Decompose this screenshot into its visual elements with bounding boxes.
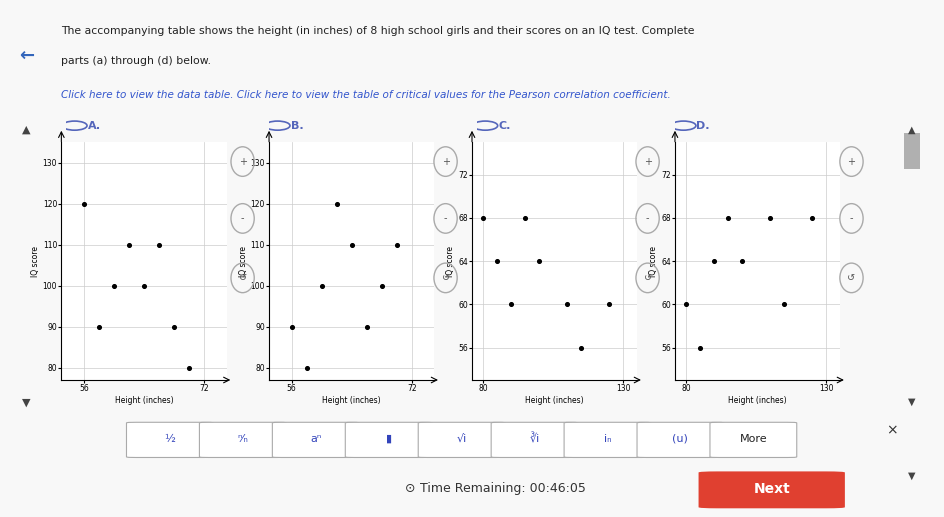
Text: ×: × bbox=[885, 424, 898, 438]
Point bbox=[107, 282, 122, 290]
Point bbox=[122, 240, 137, 249]
Point bbox=[299, 363, 314, 372]
X-axis label: Height (inches): Height (inches) bbox=[114, 396, 174, 405]
Text: ▼: ▼ bbox=[908, 397, 916, 407]
Point bbox=[693, 343, 708, 352]
Text: Next: Next bbox=[753, 482, 790, 496]
Text: ½: ½ bbox=[164, 434, 176, 444]
Text: (u): (u) bbox=[672, 434, 688, 444]
Text: ⊙: ⊙ bbox=[405, 482, 415, 495]
FancyBboxPatch shape bbox=[199, 422, 286, 458]
Y-axis label: IQ score: IQ score bbox=[447, 246, 455, 277]
X-axis label: Height (inches): Height (inches) bbox=[728, 396, 787, 405]
Text: ▼: ▼ bbox=[908, 471, 916, 481]
Point bbox=[166, 323, 181, 331]
Text: √i: √i bbox=[457, 434, 466, 444]
Text: iₙ: iₙ bbox=[603, 434, 612, 444]
Point bbox=[314, 282, 329, 290]
Point bbox=[76, 200, 92, 208]
Point bbox=[329, 200, 345, 208]
Text: ▲: ▲ bbox=[908, 124, 916, 134]
Point bbox=[804, 214, 819, 222]
Point bbox=[707, 257, 722, 265]
Text: Click here to view the data table. Click here to view the table of critical valu: Click here to view the data table. Click… bbox=[61, 90, 671, 100]
Text: +: + bbox=[442, 157, 449, 166]
Text: D.: D. bbox=[697, 120, 710, 131]
Text: ⁿ⁄ₙ: ⁿ⁄ₙ bbox=[237, 434, 248, 444]
Point bbox=[344, 240, 359, 249]
Point bbox=[284, 323, 299, 331]
Text: ∛i: ∛i bbox=[530, 433, 540, 445]
Point bbox=[574, 343, 589, 352]
Text: Time Remaining: 00:46:05: Time Remaining: 00:46:05 bbox=[420, 482, 586, 495]
Point bbox=[777, 300, 792, 309]
Text: ▼: ▼ bbox=[22, 397, 30, 407]
FancyBboxPatch shape bbox=[710, 422, 797, 458]
Point bbox=[359, 323, 374, 331]
Text: -: - bbox=[444, 214, 447, 223]
FancyBboxPatch shape bbox=[418, 422, 505, 458]
Point bbox=[504, 300, 519, 309]
Text: ↺: ↺ bbox=[848, 273, 855, 283]
Text: ←: ← bbox=[19, 48, 34, 65]
Text: The accompanying table shows the height (in inches) of 8 high school girls and t: The accompanying table shows the height … bbox=[61, 26, 695, 36]
Text: +: + bbox=[239, 157, 246, 166]
Point bbox=[181, 363, 196, 372]
Point bbox=[531, 257, 547, 265]
Text: +: + bbox=[644, 157, 651, 166]
Point bbox=[389, 240, 404, 249]
Point bbox=[517, 214, 532, 222]
Text: parts (a) through (d) below.: parts (a) through (d) below. bbox=[61, 56, 211, 66]
Text: C.: C. bbox=[498, 120, 511, 131]
Point bbox=[734, 257, 750, 265]
Text: ↺: ↺ bbox=[442, 273, 449, 283]
Text: ▮: ▮ bbox=[385, 434, 392, 444]
FancyBboxPatch shape bbox=[565, 422, 650, 458]
Text: -: - bbox=[241, 214, 244, 223]
Text: B.: B. bbox=[291, 120, 303, 131]
X-axis label: Height (inches): Height (inches) bbox=[525, 396, 584, 405]
FancyBboxPatch shape bbox=[126, 422, 213, 458]
Point bbox=[137, 282, 152, 290]
FancyBboxPatch shape bbox=[273, 422, 359, 458]
Point bbox=[374, 282, 389, 290]
Point bbox=[151, 240, 166, 249]
FancyBboxPatch shape bbox=[699, 472, 845, 508]
Text: ↺: ↺ bbox=[644, 273, 651, 283]
FancyBboxPatch shape bbox=[346, 422, 432, 458]
Text: +: + bbox=[848, 157, 855, 166]
Point bbox=[92, 323, 107, 331]
Point bbox=[763, 214, 778, 222]
Text: ↺: ↺ bbox=[239, 273, 246, 283]
Y-axis label: IQ score: IQ score bbox=[31, 246, 40, 277]
Text: ▲: ▲ bbox=[22, 124, 30, 134]
Text: aⁿ: aⁿ bbox=[310, 434, 322, 444]
X-axis label: Height (inches): Height (inches) bbox=[322, 396, 381, 405]
Y-axis label: IQ score: IQ score bbox=[649, 246, 658, 277]
Point bbox=[476, 214, 491, 222]
Y-axis label: IQ score: IQ score bbox=[239, 246, 247, 277]
Bar bbox=[903, 133, 920, 170]
Point bbox=[490, 257, 505, 265]
Text: -: - bbox=[646, 214, 649, 223]
Text: More: More bbox=[739, 434, 767, 444]
Point bbox=[560, 300, 575, 309]
Point bbox=[720, 214, 735, 222]
Point bbox=[601, 300, 616, 309]
Text: A.: A. bbox=[88, 120, 101, 131]
Point bbox=[679, 300, 694, 309]
Text: -: - bbox=[850, 214, 853, 223]
FancyBboxPatch shape bbox=[637, 422, 724, 458]
FancyBboxPatch shape bbox=[491, 422, 578, 458]
